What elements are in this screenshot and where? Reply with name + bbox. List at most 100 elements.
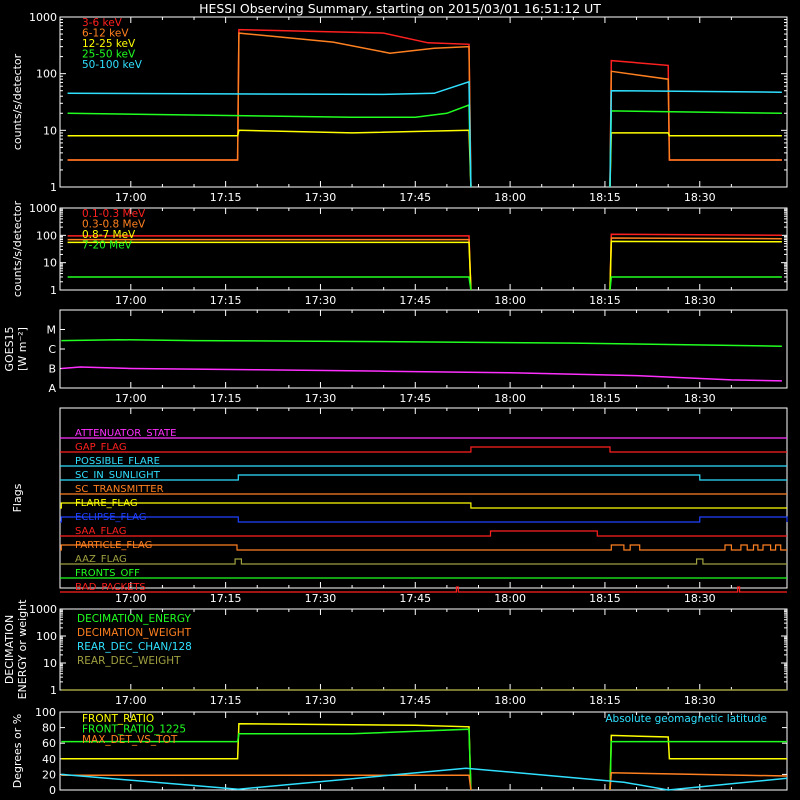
y-tick-label: 10 bbox=[43, 657, 57, 670]
flag-line bbox=[60, 446, 787, 453]
y-tick-label: 10 bbox=[43, 257, 57, 270]
x-tick-label: 18:30 bbox=[684, 592, 716, 605]
flag-label: GAP_FLAG bbox=[75, 442, 127, 453]
x-tick-label: 17:30 bbox=[305, 294, 337, 307]
y-tick-label: 1000 bbox=[29, 202, 57, 215]
goes-class-label: C bbox=[48, 343, 56, 356]
series-line bbox=[609, 734, 787, 791]
x-tick-label: 17:00 bbox=[115, 392, 147, 405]
x-tick-label: 17:15 bbox=[210, 191, 242, 204]
legend-entry: 7-20 MeV bbox=[82, 240, 133, 252]
x-tick-label: 17:30 bbox=[305, 191, 337, 204]
flag-line bbox=[60, 474, 787, 481]
x-tick-label: 17:45 bbox=[399, 191, 431, 204]
x-tick-label: 18:00 bbox=[494, 294, 526, 307]
legend-entry: 0.1-0.3 MeV bbox=[82, 208, 146, 220]
y-axis-label-2: [W m⁻²] bbox=[16, 327, 29, 371]
y-tick-label: 1 bbox=[50, 284, 57, 297]
flag-label: POSSIBLE_FLARE bbox=[75, 456, 160, 467]
x-tick-label: 17:45 bbox=[399, 592, 431, 605]
legend-entry: DECIMATION_ENERGY bbox=[77, 613, 191, 625]
series-line bbox=[609, 772, 788, 791]
flag-line bbox=[60, 516, 788, 523]
x-tick-label: 17:45 bbox=[399, 294, 431, 307]
x-tick-label: 17:00 bbox=[115, 191, 147, 204]
x-tick-label: 17:30 bbox=[305, 592, 337, 605]
y-tick-label: 60 bbox=[42, 737, 56, 750]
series-line bbox=[609, 240, 782, 291]
panel-hi: 17:00 17:15 17:30 17:45 18:00 18:15 18:30 1 10 10… bbox=[11, 200, 788, 307]
series-line bbox=[67, 80, 472, 188]
series-line bbox=[609, 740, 787, 791]
panel-frame bbox=[59, 711, 788, 791]
x-tick-label: 18:30 bbox=[684, 392, 716, 405]
flag-label: SC_TRANSMITTER bbox=[75, 484, 164, 495]
series-line bbox=[61, 338, 782, 347]
x-tick-label: 17:15 bbox=[210, 294, 242, 307]
x-tick-label: 18:15 bbox=[589, 694, 621, 707]
goes-class-label: B bbox=[48, 363, 56, 376]
legend-entry: MAX_DET_VS_TOT bbox=[82, 734, 178, 746]
panel-decim: 17:00 17:15 17:30 17:45 18:00 18:15 18:30 1 10 10… bbox=[3, 599, 788, 707]
series-line bbox=[67, 276, 472, 291]
x-tick-label: 17:30 bbox=[305, 392, 337, 405]
y-axis-label: Degrees or % bbox=[11, 714, 24, 788]
y-axis-label: DECIMATION bbox=[3, 615, 16, 684]
flag-label: BAD_PACKETS bbox=[75, 582, 146, 593]
legend-entry: REAR_DEC_CHAN/128 bbox=[77, 641, 192, 653]
legend-entry: 12-25 keV bbox=[82, 38, 136, 50]
legend-entry: REAR_DEC_WEIGHT bbox=[77, 655, 181, 667]
x-tick-label: 18:15 bbox=[589, 592, 621, 605]
x-tick-label: 18:30 bbox=[684, 694, 716, 707]
x-tick-label: 18:00 bbox=[494, 592, 526, 605]
x-tick-label: 18:30 bbox=[684, 191, 716, 204]
series-line bbox=[609, 237, 782, 291]
series-line bbox=[609, 70, 782, 188]
y-tick-label: 1000 bbox=[29, 603, 57, 616]
x-tick-label: 17:45 bbox=[399, 392, 431, 405]
x-tick-label: 18:15 bbox=[589, 294, 621, 307]
flag-label: FLARE_FLAG bbox=[75, 498, 138, 509]
series-line bbox=[609, 89, 782, 188]
series-line bbox=[61, 728, 472, 791]
x-tick-label: 17:00 bbox=[115, 694, 147, 707]
y-axis-label-2: ENERGY or weight bbox=[16, 599, 29, 699]
panel-frame bbox=[59, 407, 788, 589]
panel-frame bbox=[59, 207, 788, 291]
annotation-text: Absolute geomagnetic latitude bbox=[605, 713, 767, 725]
legend-entry: 0.8-7 MeV bbox=[82, 229, 136, 241]
x-tick-label: 17:30 bbox=[305, 694, 337, 707]
plot-title: HESSI Observing Summary, starting on 201… bbox=[199, 1, 601, 16]
y-tick-label: 10 bbox=[43, 124, 57, 137]
goes-class-label: A bbox=[48, 382, 56, 395]
series-line bbox=[609, 59, 782, 188]
y-tick-label: 100 bbox=[36, 68, 57, 81]
y-tick-label: 100 bbox=[36, 229, 57, 242]
panel-frame bbox=[59, 309, 788, 389]
flag-line bbox=[60, 502, 787, 509]
legend-entry: FRONT_RATIO_1225 bbox=[82, 724, 186, 736]
goes-class-label: M bbox=[47, 324, 57, 337]
y-axis-label: GOES15 bbox=[3, 326, 16, 371]
flag-label: SAA_FLAG bbox=[75, 526, 126, 537]
series-line bbox=[61, 366, 782, 382]
x-tick-label: 18:30 bbox=[684, 294, 716, 307]
y-axis-label: counts/s/detector bbox=[11, 200, 24, 297]
x-tick-label: 17:15 bbox=[210, 694, 242, 707]
legend-entry: 0.3-0.8 MeV bbox=[82, 219, 146, 231]
legend-entry: FRONT_RATIO bbox=[82, 713, 154, 725]
series-line bbox=[609, 276, 782, 291]
x-tick-label: 18:15 bbox=[589, 191, 621, 204]
y-tick-label: 0 bbox=[49, 784, 56, 797]
y-tick-label: 20 bbox=[42, 768, 56, 781]
panel-lo: 17:00 17:15 17:30 17:45 18:00 18:15 18:30 1 10 10… bbox=[11, 11, 788, 204]
x-tick-label: 18:00 bbox=[494, 392, 526, 405]
panel-frame bbox=[59, 16, 788, 188]
panel-flags: 17:00 17:15 17:30 17:45 18:00 18:15 18:30 Flags… bbox=[11, 407, 788, 605]
y-tick-label: 40 bbox=[42, 753, 56, 766]
series-line bbox=[609, 110, 782, 188]
y-axis-label: counts/s/detector bbox=[11, 53, 24, 150]
